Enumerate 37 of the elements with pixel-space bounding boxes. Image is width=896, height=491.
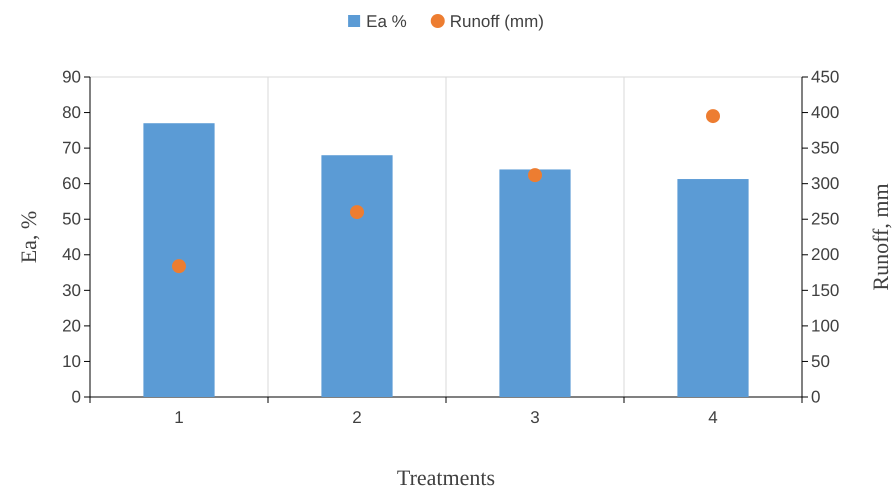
bar [321,155,393,397]
point [706,109,720,124]
x-tick-label: 4 [708,408,718,428]
y-tick-label: 10 [62,352,81,371]
point [172,259,186,274]
y-tick-label: 0 [72,387,81,406]
y2-tick-label: 0 [811,387,820,406]
y-tick-label: 50 [62,210,81,229]
y2-tick-label: 450 [811,67,840,86]
y-tick-label: 80 [62,102,81,122]
y-axis-title: Ea, % [16,210,41,264]
bar [143,123,215,397]
legend-label: Runoff (mm) [450,12,544,31]
point [528,168,542,182]
bar [499,169,571,397]
y2-axis-title: Runoff, mm [868,183,893,291]
y2-tick-label: 100 [811,316,840,336]
y-tick-label: 70 [62,138,81,158]
y2-tick-label: 400 [811,102,840,122]
point [350,205,364,220]
y-tick-label: 90 [62,67,81,86]
y2-tick-label: 350 [811,138,840,158]
y-tick-label: 40 [62,245,81,264]
y-tick-label: 30 [62,280,81,300]
y2-tick-label: 250 [811,210,840,229]
x-axis-title: Treatments [396,465,496,490]
y2-tick-label: 50 [811,352,830,371]
x-tick-label: 1 [174,408,184,428]
bar [677,179,749,397]
x-tick-label: 3 [530,408,540,428]
y-tick-label: 20 [62,316,81,336]
legend-label: Ea % [366,12,407,31]
x-tick-label: 2 [352,408,362,428]
y2-tick-label: 150 [811,280,840,300]
y2-tick-label: 300 [811,174,840,194]
y2-tick-label: 200 [811,245,840,264]
y-tick-label: 60 [62,174,81,194]
